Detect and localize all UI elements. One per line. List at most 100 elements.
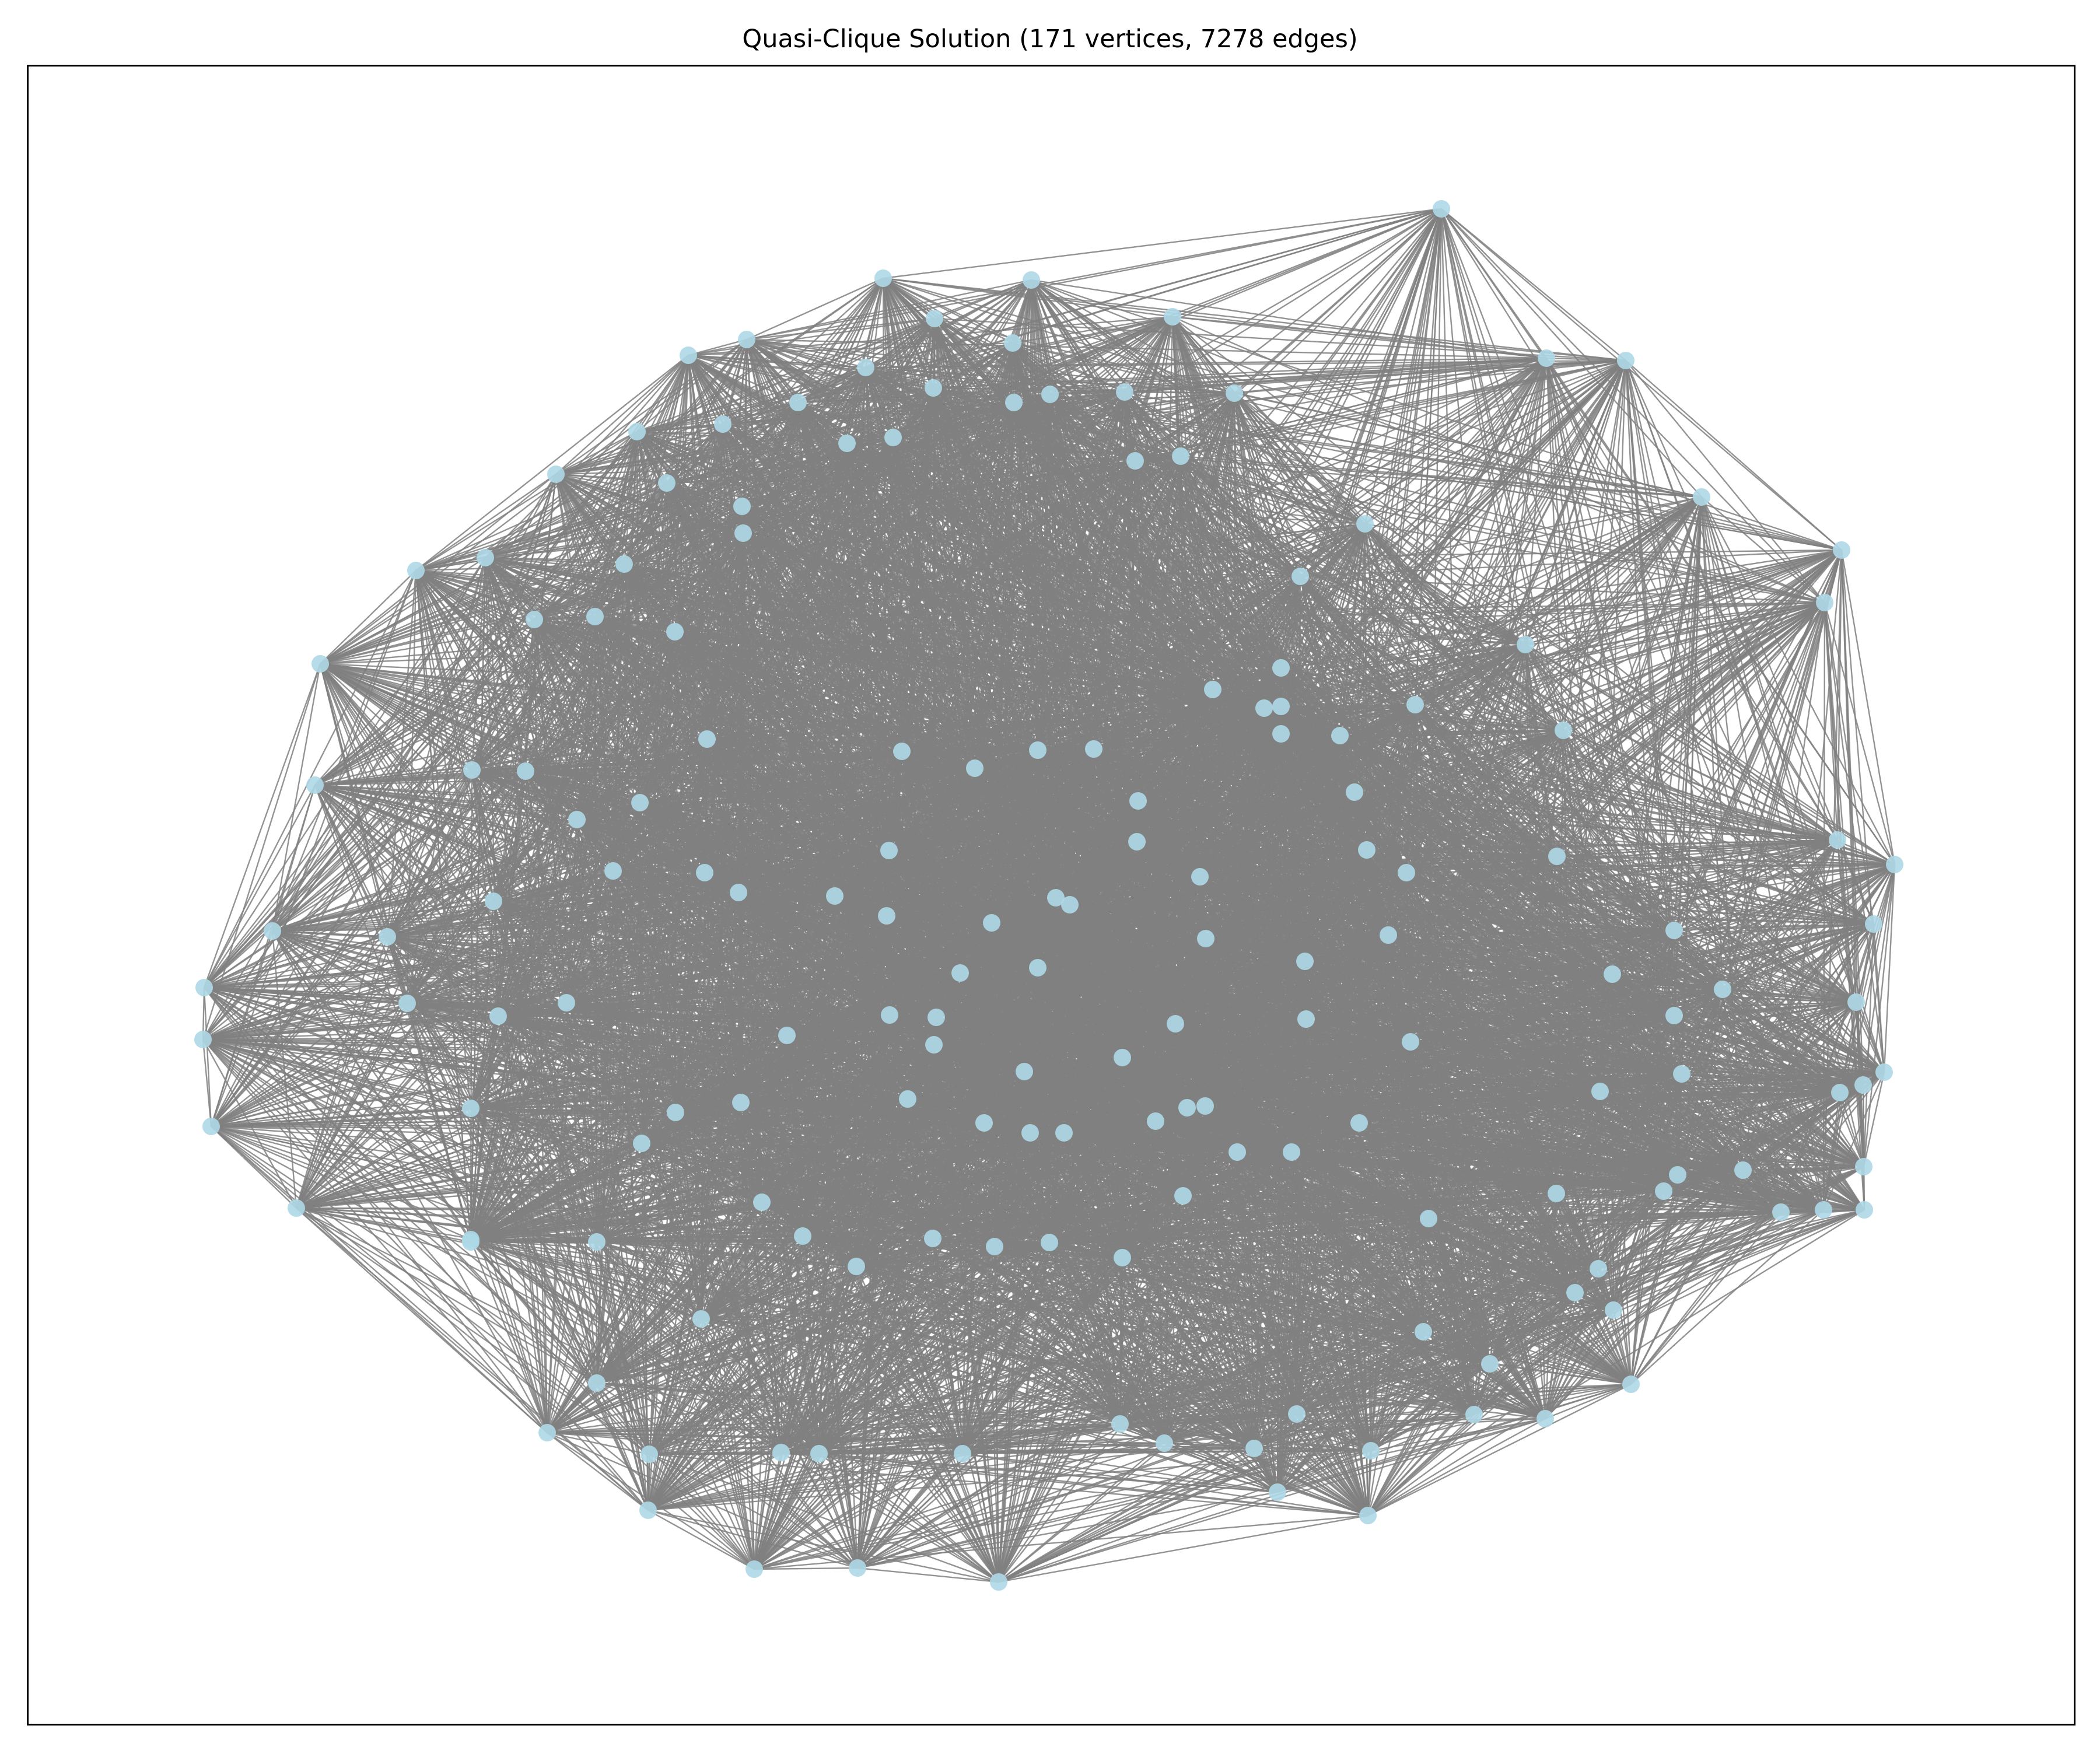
graph-edge <box>576 707 1265 821</box>
graph-edge <box>386 431 638 937</box>
graph-edge <box>386 570 417 937</box>
graph-edge <box>1364 359 1626 525</box>
graph-edge <box>492 616 596 902</box>
graph-edge <box>594 523 1366 618</box>
graph-edge <box>1049 393 1702 498</box>
graph-edge <box>1364 523 1895 866</box>
graph-edge <box>415 570 472 1240</box>
graph-edge <box>1124 208 1442 393</box>
graph-edge <box>1364 523 1825 604</box>
graph-edge <box>1721 989 1866 1210</box>
graph-edge <box>1524 644 1724 990</box>
graph-edge <box>1722 989 1840 1093</box>
graph-edge <box>203 987 212 1127</box>
graph-edge <box>470 1239 548 1433</box>
graph-edge <box>1525 644 1840 1093</box>
graph-edge <box>407 891 739 1005</box>
graph-edge <box>1630 550 1843 1385</box>
graph-edge <box>746 317 935 341</box>
graph-edge <box>594 393 1051 618</box>
graph-edge <box>594 401 1014 618</box>
graph-edge <box>296 1208 649 1511</box>
graph-edge <box>471 557 487 771</box>
graph-edge <box>1124 391 1526 646</box>
graph-edge <box>746 338 1547 359</box>
graph-edge <box>314 785 598 1384</box>
graph-edge <box>1049 391 1125 396</box>
graph-edge <box>534 615 596 621</box>
graph-edge <box>534 442 848 621</box>
graph-edge <box>647 1454 650 1511</box>
graph-edge <box>1012 342 1842 551</box>
graph-edge <box>636 430 848 444</box>
graph-edge <box>1234 393 1526 645</box>
graph-edge <box>743 532 1265 709</box>
graph-edge <box>272 930 597 1384</box>
graph-edge <box>753 1452 782 1570</box>
graph-edge <box>743 443 848 534</box>
graph-edge <box>1474 1310 1614 1415</box>
graph-edge <box>1722 989 1864 1167</box>
figure-title: Quasi-Clique Solution (171 vertices, 727… <box>742 24 1358 54</box>
graph-edge <box>674 523 1366 633</box>
graph-edge <box>636 401 1014 433</box>
graph-edge <box>1681 1073 1864 1168</box>
graph-edge <box>1300 576 1416 705</box>
graph-edge <box>534 618 1282 708</box>
graph-edge <box>524 619 536 772</box>
graph-edge <box>320 339 747 664</box>
graph-edge <box>320 474 556 664</box>
graph-edge <box>1722 988 1885 1073</box>
graph-edge <box>594 615 1070 906</box>
graph-edge <box>1277 1418 1546 1493</box>
graph-edge <box>706 705 1282 740</box>
graph-edge <box>470 870 614 1109</box>
graph-edge <box>386 557 487 937</box>
graph-edge <box>211 1126 297 1209</box>
graph-edge <box>1280 704 1416 708</box>
graph-edge <box>857 1383 1632 1569</box>
graph-edge <box>1093 748 1675 932</box>
graph-edge <box>998 1383 1632 1583</box>
graph-edge <box>386 936 548 1433</box>
graph-edge <box>211 1126 597 1384</box>
graph-edge <box>883 208 1442 279</box>
graph-edge <box>407 437 894 1004</box>
graph-edge <box>1180 455 1702 498</box>
graph-edge <box>688 208 1442 356</box>
graph-edge <box>1339 704 1416 737</box>
graph-edge <box>534 339 747 620</box>
graph-edge <box>271 663 321 932</box>
graph-edge <box>271 930 472 1240</box>
graph-edge <box>204 986 597 1243</box>
graph-edge <box>974 393 1235 769</box>
graph-edge <box>738 393 1235 893</box>
graph-edge <box>624 563 1265 709</box>
graph-edge <box>1630 1209 1824 1385</box>
graph-edge <box>547 1432 649 1511</box>
graph-edge <box>576 819 614 872</box>
graph-edge <box>998 1450 1371 1583</box>
graph-edge <box>1367 1072 1885 1516</box>
graph-edge <box>636 393 1051 433</box>
graph-edge <box>1280 667 1675 931</box>
graph-edge <box>1013 401 1842 551</box>
graph-edge <box>415 570 499 1017</box>
graph-edge <box>1840 550 1896 865</box>
graph-edge <box>648 1442 1165 1511</box>
graph-edge <box>704 800 1139 874</box>
graph-edge <box>1625 360 1842 551</box>
graph-edge <box>1525 644 1874 925</box>
graph-edge <box>1415 704 1723 990</box>
graph-edge <box>1364 523 1782 1213</box>
graph-edge <box>648 1509 755 1570</box>
graph-edge <box>471 769 495 902</box>
graph-edge <box>547 1432 1255 1450</box>
graph-edge <box>524 616 596 772</box>
graph-edge <box>485 355 689 558</box>
graph-edge <box>648 1413 1297 1511</box>
graph-edge <box>1544 1310 1615 1419</box>
graph-edge <box>746 208 1442 341</box>
graph-edge <box>974 460 1136 769</box>
